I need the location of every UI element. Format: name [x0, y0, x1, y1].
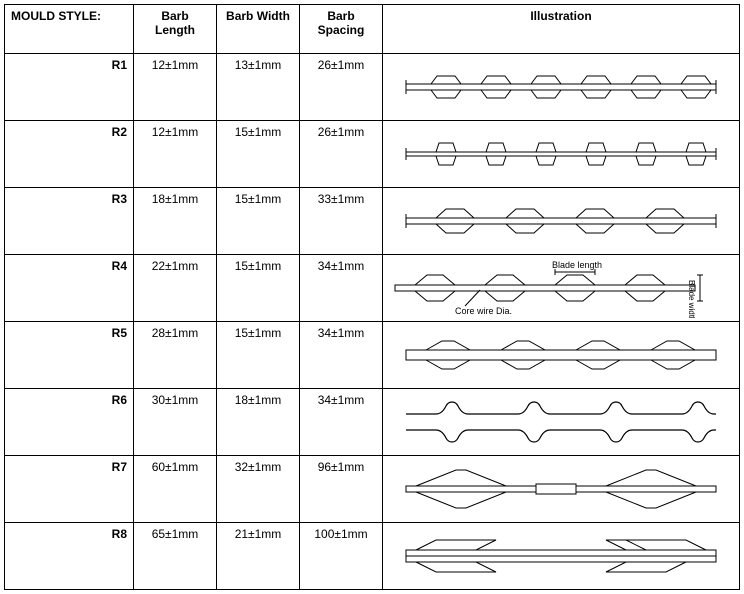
table-row: R4 22±1mm 15±1mm 34±1mm	[5, 255, 740, 322]
core-wire-label: Core wire Dia.	[455, 306, 512, 316]
barb-width-value: 32±1mm	[217, 456, 300, 523]
razor-wire-diagram-icon	[396, 532, 726, 580]
illustration-cell	[383, 322, 740, 389]
illustration-cell	[383, 456, 740, 523]
barb-length-value: 65±1mm	[134, 523, 217, 590]
mould-style-label: R6	[5, 389, 134, 456]
mould-style-label: R1	[5, 54, 134, 121]
illustration-cell	[383, 54, 740, 121]
mould-style-label: R5	[5, 322, 134, 389]
barb-width-value: 15±1mm	[217, 121, 300, 188]
razor-wire-diagram-icon	[396, 398, 726, 446]
barb-length-value: 22±1mm	[134, 255, 217, 322]
mould-style-label: R3	[5, 188, 134, 255]
razor-wire-diagram-icon	[396, 333, 726, 377]
barb-spacing-value: 34±1mm	[300, 389, 383, 456]
barb-width-value: 18±1mm	[217, 389, 300, 456]
table-row: R7 60±1mm 32±1mm 96±1mm	[5, 456, 740, 523]
barb-spacing-value: 34±1mm	[300, 255, 383, 322]
barb-width-value: 15±1mm	[217, 322, 300, 389]
mould-style-label: R7	[5, 456, 134, 523]
razor-wire-diagram-icon	[396, 133, 726, 175]
mould-style-table: MOULD STYLE: Barb Length Barb Width Barb…	[4, 4, 740, 590]
razor-wire-diagram-icon: Blade length Blade width Core wire Dia.	[385, 258, 744, 318]
barb-spacing-value: 96±1mm	[300, 456, 383, 523]
table-row: R3 18±1mm 15±1mm 33±1mm	[5, 188, 740, 255]
barb-length-value: 60±1mm	[134, 456, 217, 523]
barb-length-value: 12±1mm	[134, 54, 217, 121]
header-barb-length: Barb Length	[134, 5, 217, 54]
illustration-cell	[383, 121, 740, 188]
header-barb-width: Barb Width	[217, 5, 300, 54]
illustration-cell: Blade length Blade width Core wire Dia.	[383, 255, 740, 322]
table-row: R1 12±1mm 13±1mm 26±1mm	[5, 54, 740, 121]
barb-length-value: 12±1mm	[134, 121, 217, 188]
barb-spacing-value: 34±1mm	[300, 322, 383, 389]
blade-length-label: Blade length	[552, 260, 602, 270]
barb-length-value: 28±1mm	[134, 322, 217, 389]
barb-width-value: 15±1mm	[217, 255, 300, 322]
razor-wire-diagram-icon	[396, 66, 726, 108]
header-barb-spacing: Barb Spacing	[300, 5, 383, 54]
table-row: R5 28±1mm 15±1mm 34±1mm	[5, 322, 740, 389]
blade-width-label: Blade width	[687, 280, 696, 318]
barb-length-value: 30±1mm	[134, 389, 217, 456]
barb-width-value: 15±1mm	[217, 188, 300, 255]
table-row: R6 30±1mm 18±1mm 34±1mm	[5, 389, 740, 456]
barb-spacing-value: 26±1mm	[300, 54, 383, 121]
barb-spacing-value: 33±1mm	[300, 188, 383, 255]
table-row: R8 65±1mm 21±1mm 100±1mm	[5, 523, 740, 590]
illustration-cell	[383, 188, 740, 255]
illustration-cell	[383, 523, 740, 590]
header-mould-style: MOULD STYLE:	[5, 5, 134, 54]
barb-width-value: 21±1mm	[217, 523, 300, 590]
header-illustration: Illustration	[383, 5, 740, 54]
razor-wire-diagram-icon	[396, 200, 726, 242]
razor-wire-diagram-icon	[396, 464, 726, 514]
mould-style-label: R4	[5, 255, 134, 322]
header-row: MOULD STYLE: Barb Length Barb Width Barb…	[5, 5, 740, 54]
barb-width-value: 13±1mm	[217, 54, 300, 121]
barb-spacing-value: 26±1mm	[300, 121, 383, 188]
table-row: R2 12±1mm 15±1mm 26±1mm	[5, 121, 740, 188]
mould-style-label: R2	[5, 121, 134, 188]
barb-spacing-value: 100±1mm	[300, 523, 383, 590]
mould-style-label: R8	[5, 523, 134, 590]
illustration-cell	[383, 389, 740, 456]
barb-length-value: 18±1mm	[134, 188, 217, 255]
